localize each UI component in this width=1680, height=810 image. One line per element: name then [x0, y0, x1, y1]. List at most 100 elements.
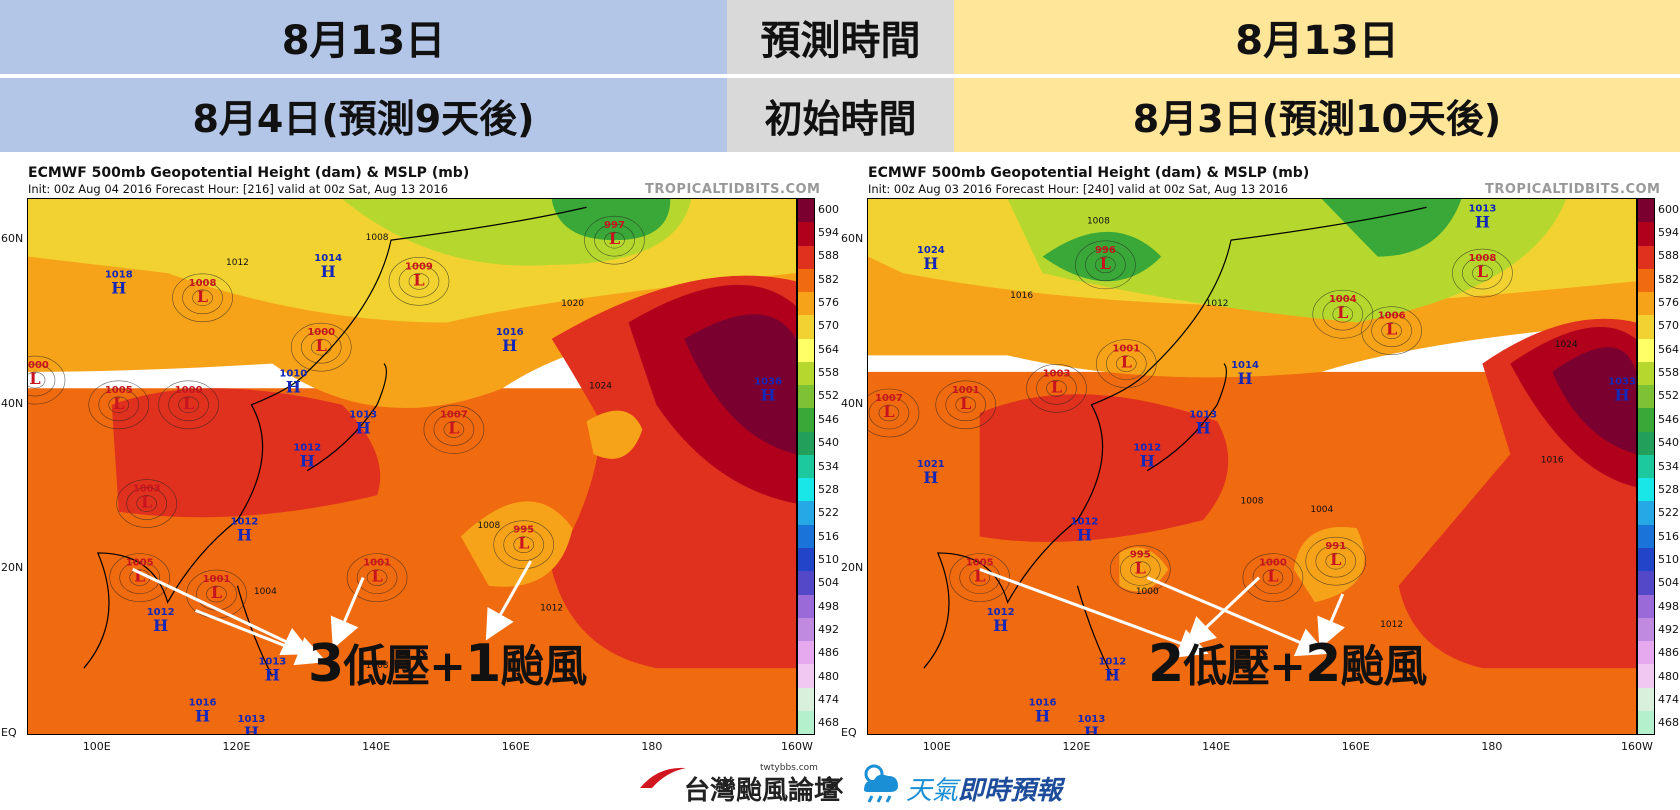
- header-separator: [0, 74, 1680, 78]
- low-pressure-value: 996: [1095, 245, 1116, 256]
- height-shading: [684, 314, 796, 455]
- colorbar-label: 540: [1658, 436, 1679, 450]
- isobar-label: 1008: [366, 233, 389, 243]
- low-pressure-value: 1001: [203, 574, 231, 585]
- colorbar-label: 522: [1658, 506, 1679, 520]
- colorbar-swatch: [1638, 222, 1654, 246]
- low-pressure-letter: L: [974, 567, 985, 586]
- colorbar-swatch: [1638, 501, 1654, 525]
- isobar: [182, 281, 223, 315]
- isobar-label: 1008: [477, 521, 500, 531]
- annotation-left-n2: 1: [465, 634, 501, 694]
- isobar-label: 1012: [1206, 299, 1229, 309]
- high-pressure-value: 1012: [231, 516, 259, 527]
- colorbar-swatch: [798, 292, 814, 316]
- latitude-label: EQ: [841, 726, 857, 739]
- high-pressure-letter: H: [993, 616, 1008, 635]
- isobar-label: 1016: [1010, 291, 1033, 301]
- low-pressure-letter: L: [1121, 353, 1132, 372]
- colorbar-swatch: [1638, 478, 1654, 502]
- arrow: [1317, 593, 1345, 649]
- high-pressure-value: 1016: [1029, 698, 1057, 709]
- low-pressure-value: 1000: [175, 385, 203, 396]
- low-pressure-letter: L: [113, 394, 124, 413]
- latitude-label: 40N: [841, 396, 864, 410]
- high-pressure-value: 1012: [147, 607, 175, 618]
- map-credit-left: TROPICALTIDBITS.COM: [645, 182, 821, 197]
- colorbar-swatch: [798, 431, 814, 455]
- high-pressure-letter: H: [237, 525, 252, 544]
- low-pressure-letter: L: [211, 583, 222, 602]
- longitude-label: 180: [641, 740, 663, 753]
- colorbar-swatch: [1638, 594, 1654, 618]
- colorbar-label: 492: [1658, 622, 1679, 636]
- latitude-label: 20N: [1, 561, 24, 575]
- high-pressure-letter: H: [1140, 451, 1155, 470]
- high-pressure-value: 1013: [237, 714, 265, 725]
- isobar: [1242, 553, 1304, 602]
- high-pressure-letter: H: [1084, 723, 1099, 734]
- height-shading: [111, 388, 381, 518]
- colorbar-label: 522: [818, 506, 839, 520]
- colorbar-label: 582: [1658, 272, 1679, 286]
- colorbar-label: 570: [818, 319, 839, 333]
- isobar: [172, 273, 233, 323]
- isobar: [28, 371, 46, 389]
- isobar: [1472, 264, 1493, 282]
- high-pressure-letter: H: [1196, 418, 1211, 437]
- annotation-left-t2: 颱風: [500, 641, 587, 692]
- colorbar-label: 552: [1658, 389, 1679, 403]
- colorbar-swatch: [798, 315, 814, 339]
- latitude-label: 20N: [841, 561, 864, 575]
- colorbar-swatch: [1638, 547, 1654, 572]
- isobar: [356, 561, 398, 594]
- high-pressure-value: 1016: [189, 698, 217, 709]
- low-pressure-letter: L: [1337, 303, 1348, 322]
- annotation-left: 3低壓+1颱風: [308, 630, 587, 694]
- arrow: [1146, 576, 1328, 657]
- annotation-left-t1: 低壓+: [343, 641, 466, 692]
- isobar: [1129, 561, 1151, 578]
- colorbar-swatch: [1638, 245, 1654, 269]
- high-pressure-letter: H: [153, 616, 168, 635]
- high-pressure-value: 1033: [1608, 377, 1636, 388]
- colorbar-label: 600: [818, 202, 839, 216]
- low-pressure-value: 1009: [405, 261, 433, 272]
- colorbar-swatch: [1638, 454, 1654, 479]
- isobar: [1305, 536, 1367, 586]
- colorbar-right: [1637, 198, 1655, 735]
- height-shading: [586, 410, 643, 459]
- high-pressure-letter: H: [300, 451, 315, 470]
- isobar: [1075, 240, 1136, 290]
- isobar: [493, 520, 555, 569]
- longitude-label: 120E: [1062, 740, 1091, 753]
- arrow: [485, 560, 532, 641]
- high-pressure-value: 1012: [987, 607, 1015, 618]
- isobar: [1116, 355, 1137, 372]
- height-shading: [551, 199, 671, 241]
- arrow: [1184, 576, 1261, 648]
- isobar: [423, 405, 485, 454]
- colorbar-label: 504: [1658, 576, 1679, 590]
- colorbar-label: 588: [818, 249, 839, 263]
- low-pressure-letter: L: [1386, 320, 1397, 339]
- high-pressure-value: 1021: [917, 459, 945, 470]
- low-pressure-letter: L: [960, 394, 971, 413]
- high-pressure-value: 1014: [314, 253, 342, 264]
- colorbar-swatch: [798, 385, 814, 409]
- isobar: [949, 553, 1011, 602]
